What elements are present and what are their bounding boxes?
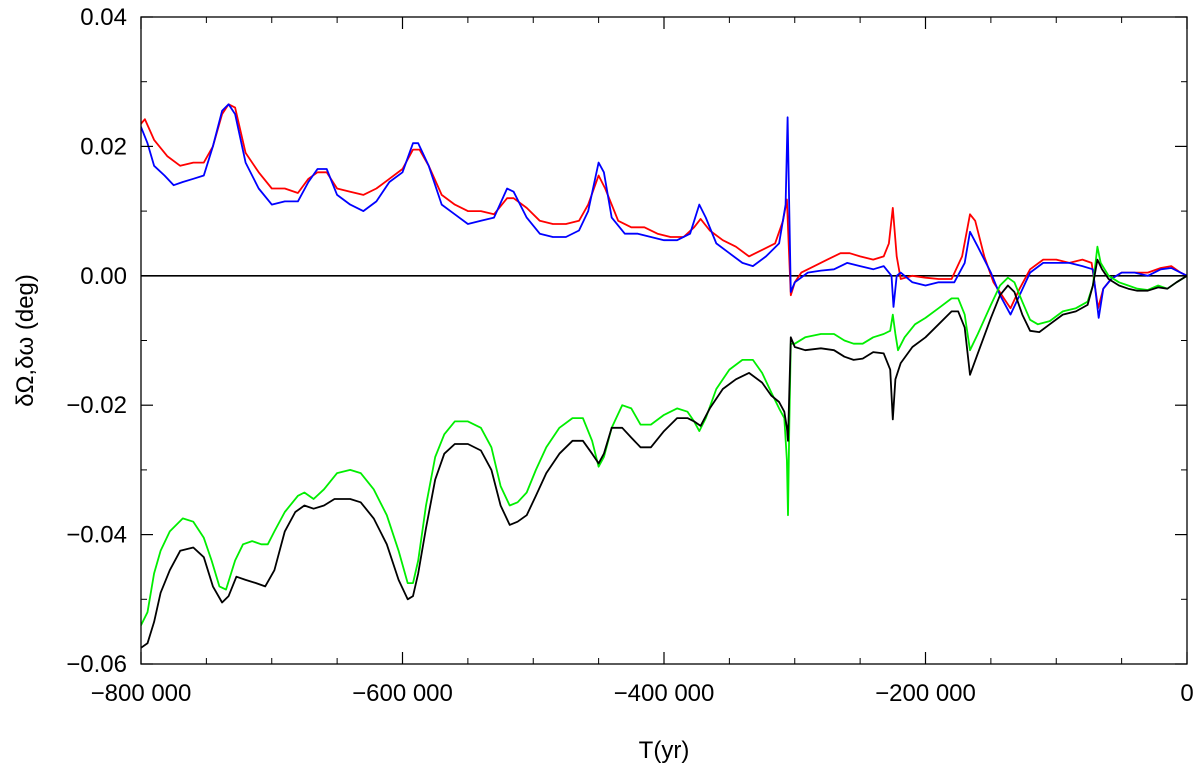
x-axis-title: T(yr) — [639, 737, 690, 764]
x-tick-label: −400 000 — [614, 680, 715, 707]
tick-label-layer: −800 000 −600 000 −400 000 −200 000 0 −0.06 −0… — [66, 4, 1193, 707]
x-tick-label: −200 000 — [875, 680, 976, 707]
y-tick-label: −0.04 — [66, 522, 127, 549]
series-line-1 — [141, 103, 1187, 310]
series-line-4 — [141, 258, 1187, 649]
x-tick-label: −800 000 — [91, 680, 192, 707]
plot-area-frame — [140, 16, 1188, 665]
y-tick-label: −0.02 — [66, 392, 127, 419]
series-line-3 — [141, 245, 1187, 627]
y-tick-label: −0.06 — [66, 651, 127, 678]
y-tick-label: 0.02 — [80, 133, 127, 160]
series-line-2 — [141, 103, 1187, 319]
y-tick-label: 0.04 — [80, 4, 127, 31]
x-tick-label: −600 000 — [352, 680, 453, 707]
x-tick-label: 0 — [1180, 680, 1193, 707]
y-tick-label: 0.00 — [80, 263, 127, 290]
y-axis-title: δΩ,δω (deg) — [12, 274, 39, 407]
series-layer — [141, 103, 1187, 649]
